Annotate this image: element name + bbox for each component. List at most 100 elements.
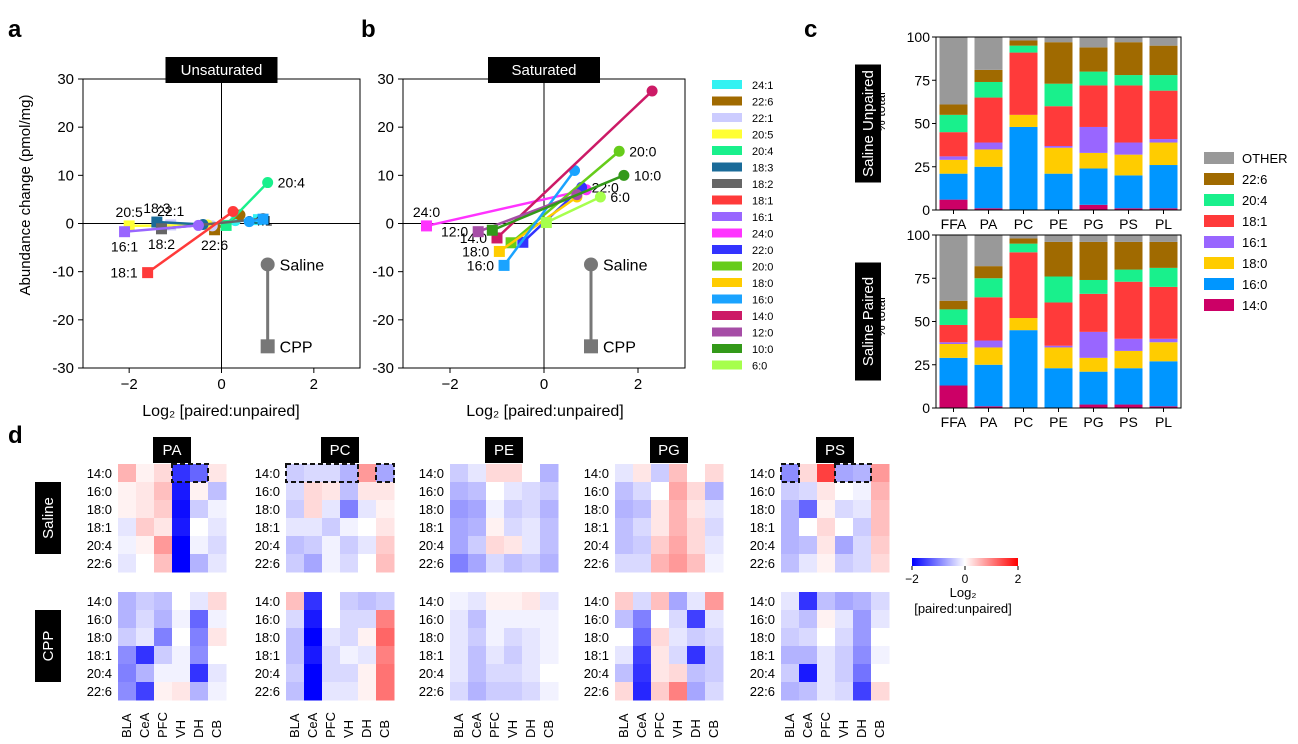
- bar-seg-18:0: [1079, 152, 1108, 169]
- heatmap-cell: [322, 554, 341, 573]
- heatmap-cell: [799, 628, 818, 647]
- heatmap-cell: [835, 682, 854, 701]
- heatmap-cell: [304, 554, 323, 573]
- heatmap-cell: [486, 646, 505, 665]
- legend-label: 14:0: [752, 311, 773, 323]
- heatmap-row-label: 22:6: [255, 684, 280, 699]
- point-label-18:3: 18:3: [143, 200, 170, 216]
- inset-saline-marker: [584, 257, 598, 272]
- heatmap-cell: [304, 482, 323, 501]
- heatmap-cell: [817, 554, 836, 573]
- legend-swatch-24:0: [712, 228, 742, 238]
- bar-seg-16:0: [1079, 168, 1108, 205]
- heatmap-row-label: 16:0: [87, 484, 112, 499]
- heatmap-cell: [468, 554, 487, 573]
- heatmap-title: PG: [658, 442, 680, 459]
- bar-seg-18:1: [1009, 252, 1038, 319]
- heatmap-cell: [522, 628, 541, 647]
- heatmap-cell: [154, 518, 173, 537]
- point-label-22:6: 22:6: [201, 237, 228, 253]
- heatmap-cell: [322, 628, 341, 647]
- bar-seg-OTHER: [939, 235, 968, 301]
- heatmap-row-label: 14:0: [255, 594, 280, 609]
- heatmap-cell: [208, 500, 227, 519]
- row-label-box: [855, 64, 881, 183]
- heatmap-cell: [781, 500, 800, 519]
- heatmap-cell: [322, 664, 341, 683]
- heatmap-cell: [190, 682, 209, 701]
- heatmap-cell: [540, 682, 559, 701]
- heatmap-col-label: PFC: [323, 712, 338, 738]
- heatmap-col-label: PFC: [818, 712, 833, 738]
- heatmap-cell: [817, 592, 836, 611]
- series-line-10:0: [491, 174, 625, 232]
- heatmap-cell: [358, 518, 377, 537]
- heatmap-cell: [172, 628, 191, 647]
- group-label-cpp: CPP: [40, 631, 57, 662]
- heatmap-cell: [504, 464, 523, 483]
- heatmap-cell: [669, 554, 688, 573]
- xtick-label: 2: [310, 376, 318, 393]
- heatmap-col-label: CeA: [469, 712, 484, 738]
- heatmap-cell: [340, 646, 359, 665]
- legend-swatch-18:1: [712, 195, 742, 205]
- heatmap-cell: [340, 464, 359, 483]
- heatmap-cell: [286, 592, 305, 611]
- heatmap-cell: [705, 646, 724, 665]
- heatmap-cell: [651, 554, 670, 573]
- heatmap-cell: [136, 536, 155, 555]
- heatmap-cell: [799, 646, 818, 665]
- row-label: Saline Paired: [860, 277, 877, 366]
- heatmap-cell: [304, 646, 323, 665]
- point-label-6:0: 6:0: [610, 189, 630, 205]
- heatmap-cell: [835, 664, 854, 683]
- bar-seg-14:0: [939, 199, 968, 210]
- bar-seg-16:1: [939, 342, 968, 344]
- cpp-point-20:5: [123, 220, 135, 232]
- heatmap-cell: [853, 646, 872, 665]
- xtick-label: 2: [634, 376, 642, 393]
- legend-swatch-18:0: [1204, 257, 1234, 269]
- heatmap-cell: [540, 536, 559, 555]
- heatmap-cell: [781, 682, 800, 701]
- heatmap-cell: [190, 464, 209, 483]
- heatmap-cell: [687, 646, 706, 665]
- heatmap-cell: [615, 628, 634, 647]
- bar-seg-OTHER: [974, 37, 1003, 70]
- heatmap-row-label: 18:1: [584, 520, 609, 535]
- chart-title-box: [165, 57, 278, 83]
- heatmap-cell: [522, 646, 541, 665]
- heatmap-cell: [208, 592, 227, 611]
- heatmap-cell: [376, 610, 395, 629]
- heatmap-row-label: 18:0: [419, 630, 444, 645]
- heatmap-cell: [468, 610, 487, 629]
- heatmap-cell: [781, 464, 800, 483]
- series-line-6:0: [545, 195, 601, 224]
- heatmap-cell: [172, 682, 191, 701]
- legend-c: OTHER 22:6 20:4 18:1 16:1 18:0 16:0 14:0: [1204, 151, 1288, 313]
- bar-seg-20:4: [1009, 45, 1038, 53]
- heatmap-cell: [853, 682, 872, 701]
- bar-seg-18:0: [974, 347, 1003, 365]
- heatmap-cell: [781, 482, 800, 501]
- bar-seg-20:4: [1149, 75, 1178, 91]
- bar-seg-OTHER: [1009, 37, 1038, 41]
- heatmap-row-label: 20:4: [87, 538, 112, 553]
- cpp-point-6:0: [540, 217, 552, 229]
- heatmap-cell: [669, 628, 688, 647]
- bar-seg-16:1: [1044, 145, 1073, 148]
- heatmap-cell: [208, 628, 227, 647]
- heatmap-cell: [486, 610, 505, 629]
- bar-ylabel-top: % total: [873, 92, 888, 132]
- heatmap-cell: [468, 664, 487, 683]
- heatmap-cell: [136, 628, 155, 647]
- heatmap-title: PE: [494, 442, 514, 459]
- heatmap-title-box: [485, 437, 523, 463]
- bar-seg-20:4: [1114, 269, 1143, 282]
- heatmap-cell: [817, 610, 836, 629]
- heatmap-cell: [540, 592, 559, 611]
- heatmap-cell: [504, 646, 523, 665]
- heatmap-cell: [450, 518, 469, 537]
- bar-seg-20:4: [939, 309, 968, 325]
